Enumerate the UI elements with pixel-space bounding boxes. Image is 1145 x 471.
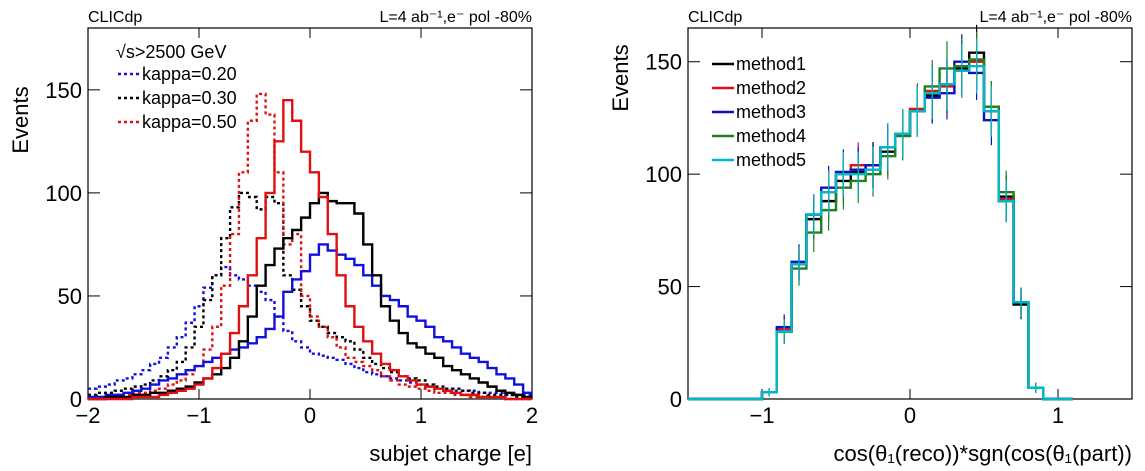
legend-label: method4 [736,126,806,146]
series-line-kappa=0.20 [88,265,532,397]
right-x-axis-label: cos(θ₁(reco))*sgn(cos(θ₁(part)) [834,441,1132,466]
series-line-kappa=0.30 [88,191,532,399]
x-tick-label: −1 [186,403,211,428]
right-y-axis-label: Events [608,44,633,111]
series-line-solid [88,98,532,401]
legend-label: kappa=0.30 [142,88,237,108]
legend-label: method2 [736,78,806,98]
right-marks: −1 0 1 0 50 100 150 method1 method2 method3 method… [645,24,1132,428]
left-header-right: L=4 ab⁻¹,e⁻ pol -80% [379,9,532,26]
legend-label: kappa=0.50 [142,112,237,132]
x-tick-label: 0 [304,403,316,428]
y-tick-label: 0 [670,387,682,412]
legend-label: kappa=0.20 [142,64,237,84]
y-tick-label: 50 [58,284,82,309]
left-legend-header: √s>2500 GeV [116,42,226,62]
legend-label: method3 [736,102,806,122]
x-tick-label: −1 [749,403,774,428]
left-marks: −2 −1 0 1 2 0 50 100 150 kappa=0.20 kappa=0.30 kapp… [45,28,538,428]
y-tick-label: 150 [45,78,82,103]
y-tick-label: 50 [658,275,682,300]
legend-label: method1 [736,54,806,74]
y-tick-label: 150 [645,50,682,75]
x-tick-label: 2 [526,403,538,428]
series-line-kappa=0.50 [88,92,532,401]
series-line-method4 [688,58,1073,401]
series-line-solid [88,191,532,401]
right-header-left: CLICdp [688,9,742,26]
left-x-axis-label: subjet charge [e] [369,441,532,466]
y-tick-label: 100 [645,162,682,187]
left-header-left: CLICdp [88,9,142,26]
y-tick-label: 100 [45,181,82,206]
x-tick-label: 1 [1052,403,1064,428]
series-line-method5 [688,65,1073,401]
y-tick-label: 0 [70,387,82,412]
right-panel: −1 0 1 0 50 100 150 method1 method2 method3 method… [608,9,1133,466]
series-line-solid [88,243,532,399]
left-panel: −2 −1 0 1 2 0 50 100 150 kappa=0.20 kappa=0.30 kapp… [8,9,538,466]
right-header-right: L=4 ab⁻¹,e⁻ pol -80% [979,9,1132,26]
legend-label: method5 [736,150,806,170]
x-tick-label: −2 [75,403,100,428]
x-tick-label: 1 [415,403,427,428]
left-y-axis-label: Events [8,86,33,153]
x-tick-label: 0 [904,403,916,428]
